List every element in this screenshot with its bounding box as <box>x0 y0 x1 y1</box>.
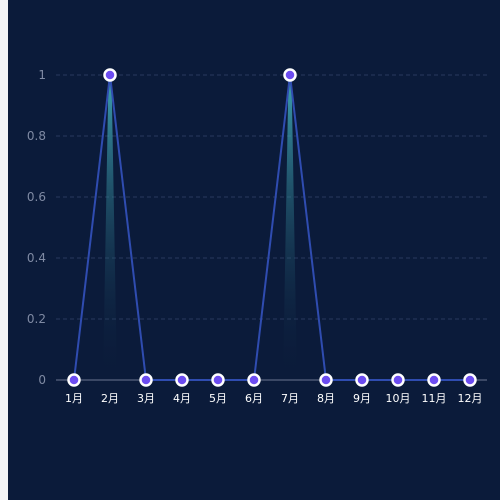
data-point[interactable] <box>319 373 333 387</box>
x-tick-label: 5月 <box>209 392 227 405</box>
x-tick-label: 6月 <box>245 392 263 405</box>
area-fill <box>103 75 297 380</box>
data-point[interactable] <box>67 373 81 387</box>
data-point[interactable] <box>175 373 189 387</box>
y-axis: 0 0.2 0.4 0.6 0.8 1 <box>27 68 46 387</box>
y-tick-label: 0.4 <box>27 251 46 265</box>
data-point[interactable] <box>283 68 297 82</box>
x-tick-label: 8月 <box>317 392 335 405</box>
data-point[interactable] <box>355 373 369 387</box>
x-tick-label: 12月 <box>458 392 483 405</box>
data-point[interactable] <box>391 373 405 387</box>
data-point[interactable] <box>463 373 477 387</box>
x-tick-label: 4月 <box>173 392 191 405</box>
series-line-path <box>73 74 470 381</box>
x-axis: 1月 2月 3月 4月 5月 6月 7月 8月 9月 10月 11月 12月 <box>65 392 483 405</box>
x-tick-label: 9月 <box>353 392 371 405</box>
data-point[interactable] <box>247 373 261 387</box>
y-tick-label: 1 <box>38 68 46 82</box>
y-tick-label: 0.2 <box>27 312 46 326</box>
x-tick-label: 10月 <box>386 392 411 405</box>
y-tick-label: 0 <box>38 373 46 387</box>
y-tick-label: 0.8 <box>27 129 46 143</box>
peak-glow <box>103 75 117 380</box>
peak-glow <box>283 75 297 380</box>
series-line <box>73 74 470 381</box>
data-point[interactable] <box>427 373 441 387</box>
x-tick-label: 2月 <box>101 392 119 405</box>
data-points <box>67 68 477 387</box>
data-point[interactable] <box>139 373 153 387</box>
x-tick-label: 1月 <box>65 392 83 405</box>
x-tick-label: 7月 <box>281 392 299 405</box>
data-point[interactable] <box>211 373 225 387</box>
data-point[interactable] <box>103 68 117 82</box>
x-tick-label: 11月 <box>422 392 447 405</box>
y-tick-label: 0.6 <box>27 190 46 204</box>
x-tick-label: 3月 <box>137 392 155 405</box>
